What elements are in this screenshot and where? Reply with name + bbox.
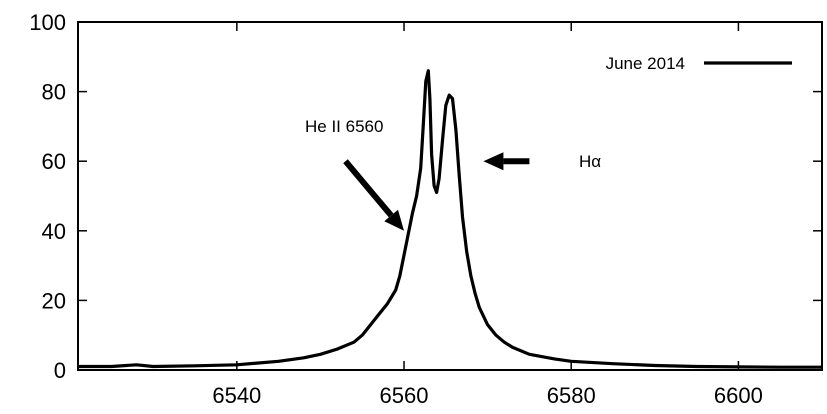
h-alpha-label: Hα [579,152,601,171]
x-tick-label: 6540 [212,383,261,408]
ticks: 0 20 40 60 80 100 6540 6560 6580 6600 [29,10,822,408]
h-alpha-arrow [483,152,530,171]
plot-frame [77,21,823,371]
x-tick-label: 6580 [547,383,596,408]
y-tick-label: 0 [54,358,66,383]
y-tick-label: 20 [42,288,66,313]
annotations: He II 6560 Hα [305,117,601,231]
y-tick-label: 40 [42,219,66,244]
arrow-head [384,209,404,231]
he-ii-label: He II 6560 [305,117,383,136]
series-line [78,69,822,369]
y-tick-label: 80 [42,80,66,105]
x-tick-label: 6600 [714,383,763,408]
legend: June 2014 [606,54,792,73]
series [78,69,822,369]
arrow-shaft [343,159,394,218]
y-tick-label: 100 [29,10,66,35]
axes [77,21,823,371]
y-tick-label: 60 [42,149,66,174]
legend-label: June 2014 [606,54,685,73]
he-ii-arrow [343,159,404,231]
x-tick-label: 6560 [380,383,429,408]
arrow-head [483,152,504,171]
